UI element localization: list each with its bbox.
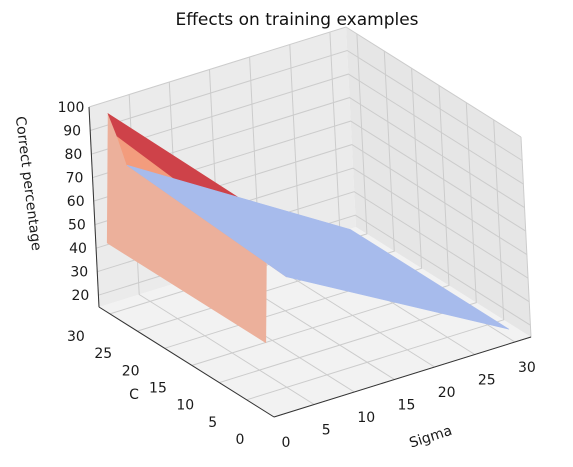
- grid-line-z: [92, 97, 525, 209]
- x-tick-label: 20: [438, 385, 456, 401]
- y-tick-label: 15: [149, 380, 167, 396]
- z-tick-label: 50: [68, 218, 86, 234]
- z-tick-label: 20: [71, 288, 89, 304]
- y-tick-label: 5: [208, 415, 217, 431]
- grid-line-z: [90, 49, 523, 161]
- grid-line-c: [191, 85, 450, 366]
- x-tick-label: 25: [478, 373, 496, 389]
- x-tick-label: 15: [398, 398, 416, 414]
- z-tick-label: 100: [58, 100, 85, 116]
- grid-line-c: [246, 119, 505, 401]
- y-tick-label: 25: [94, 346, 112, 362]
- grid-line-c: [219, 102, 477, 384]
- surface-patch: [126, 164, 510, 330]
- y-tick-label: 20: [122, 363, 140, 379]
- side-pane: [346, 27, 531, 337]
- z-axis-label: Correct percentage: [12, 115, 44, 251]
- y-tick-label: 0: [236, 432, 245, 448]
- x-tick-label: 0: [282, 435, 291, 451]
- y-tick-label: 30: [67, 329, 85, 345]
- chart-title: Effects on training examples: [175, 10, 418, 30]
- z-tick-label: 90: [63, 124, 81, 140]
- tick-labels: 0 5 10 15 20 25 30 0 5 10 15 20 25 30 20 30 40 50 60 70 80 90…: [58, 100, 536, 451]
- z-tick-label: 80: [64, 147, 82, 163]
- y-tick-label: 10: [176, 398, 194, 414]
- z-tick-label: 30: [70, 265, 88, 281]
- x-tick-label: 10: [357, 410, 375, 426]
- z-tick-label: 40: [69, 241, 87, 257]
- x-tick-label: 5: [322, 423, 331, 439]
- x-axis-line: [273, 336, 532, 418]
- z-tick-label: 60: [67, 194, 85, 210]
- axis-lines: [88, 106, 532, 418]
- x-tick-label: 30: [518, 360, 536, 376]
- z-axis-line: [88, 106, 100, 308]
- x-axis-label: Sigma: [407, 423, 454, 452]
- grid-line-z: [91, 73, 524, 185]
- z-tick-label: 70: [66, 171, 84, 187]
- y-axis-line: [98, 306, 275, 418]
- grid-line-z: [88, 26, 522, 138]
- y-axis-label: C: [129, 387, 139, 403]
- surface-plot: [106, 112, 510, 344]
